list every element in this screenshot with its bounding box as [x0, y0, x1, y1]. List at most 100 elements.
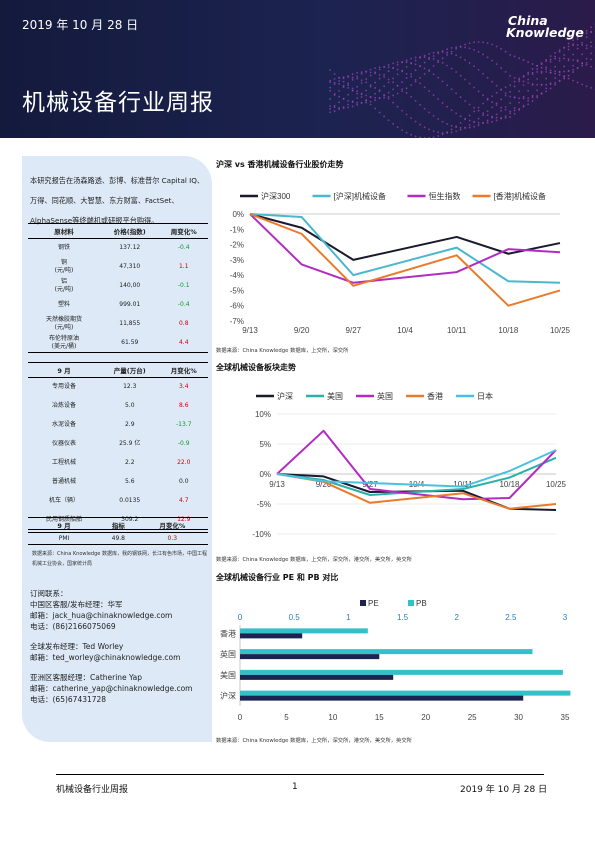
category-label: 美国 — [220, 670, 236, 680]
contact-line: 邮箱：ted_worley@chinaknowledge.com — [30, 653, 181, 662]
x-tick-label: 9/27 — [346, 326, 362, 335]
series-line — [249, 213, 561, 284]
pe-bar — [240, 654, 380, 660]
report-date: 2019 年 10 月 28 日 — [22, 18, 139, 32]
row-change: 22.0 — [177, 459, 191, 466]
row-change: 4.7 — [178, 497, 189, 504]
table-row: 仪器仪表 25.9 亿 -0.9 — [28, 435, 208, 454]
category-label: 沪深 — [220, 691, 236, 701]
top-tick-label: 1.5 — [397, 613, 409, 622]
y-tick-label: -3% — [230, 256, 244, 265]
y-tick-label: 0% — [232, 210, 244, 219]
row-value: 61.59 — [100, 333, 160, 353]
top-tick-label: 2.5 — [505, 613, 517, 622]
y-tick-label: -1% — [230, 225, 244, 234]
top-tick-label: 0.5 — [289, 613, 301, 622]
category-label: 香港 — [220, 628, 236, 638]
contact-line: 电话：(65)67431728 — [30, 695, 107, 704]
legend-label: [香港]机械设备 — [494, 191, 546, 201]
y-tick-label: 5% — [259, 440, 271, 449]
row-name: 工程机械 — [51, 459, 76, 466]
table-header-0: 原材料 — [28, 223, 100, 239]
series-line — [276, 429, 557, 501]
contact-group: 全球发布经理：Ted Worley 邮箱：ted_worley@chinaknow… — [30, 641, 210, 663]
table-row: 铜 (元/吨) 47,310 1.1 — [28, 258, 208, 277]
pb-bar — [240, 649, 533, 655]
bottom-tick-label: 20 — [421, 713, 430, 722]
table-row: 布伦特原油 (美元/桶) 61.59 4.4 — [28, 333, 208, 353]
row-change: 0.3 — [136, 532, 208, 545]
row-value: 49.8 — [100, 532, 137, 545]
y-tick-label: -2% — [230, 241, 244, 250]
contact-line: 邮箱：jack_hua@chinaknowledge.com — [30, 611, 173, 620]
pe-bar — [240, 674, 394, 680]
legend-label: [沪深]机械设备 — [334, 191, 386, 201]
pb-bar — [240, 690, 571, 696]
y-tick-label: -10% — [252, 530, 271, 539]
pe-bar — [240, 695, 524, 701]
x-tick-label: 9/27 — [362, 480, 378, 489]
y-tick-label: -7% — [230, 317, 244, 326]
x-tick-label: 9/20 — [294, 326, 310, 335]
legend-label: 沪深300 — [261, 191, 291, 201]
row-change: 8.6 — [178, 402, 189, 409]
contact-line: 电话：(86)2166075069 — [30, 622, 116, 631]
contact-group: 亚洲区客服经理：Catherine Yap 邮箱：catherine_yap@ch… — [30, 672, 210, 705]
row-name: 仪器仪表 — [51, 440, 76, 447]
row-change: 3.4 — [178, 383, 189, 391]
top-tick-label: 2 — [454, 613, 459, 622]
table-header-0: 9 月 — [28, 517, 100, 533]
chart1-title: 沪深 vs 香港机械设备行业股价走势 — [216, 160, 344, 169]
bottom-tick-label: 0 — [238, 713, 243, 722]
bottom-tick-label: 35 — [561, 713, 570, 722]
top-tick-label: 1 — [346, 613, 351, 622]
row-name: 布伦特原油 (美元/桶) — [28, 333, 100, 353]
x-tick-label: 10/11 — [453, 480, 473, 489]
chart1-source: 数据来源：China Knowledge 数据库，上交所，深交所 — [216, 348, 349, 354]
contact-line: 订阅联系： — [30, 589, 68, 598]
legend-label: 沪深 — [277, 391, 293, 401]
logo-line2: Knowledge — [506, 25, 584, 40]
row-name: 天然橡胶期货 (元/吨) — [45, 316, 82, 331]
row-change: -0.4 — [177, 244, 190, 252]
legend-label: 英国 — [377, 391, 393, 401]
row-change: -0.4 — [177, 301, 190, 308]
legend-label: 美国 — [327, 391, 343, 401]
footer-title: 机械设备行业周报 — [56, 785, 129, 795]
materials-table: 原材料 价格(指数) 周变化% 钢铁 137.12 -0.4 铜 (元/吨) 47,310 1.1… — [28, 223, 208, 353]
header-banner: 2019 年 10 月 28 日 机械设备行业周报 China Knowledg… — [0, 0, 595, 138]
row-name: 铜 (元/吨) — [54, 259, 74, 274]
chart2-source: 数据来源：China Knowledge 数据库，上交所，深交所，港交所，美交所… — [216, 557, 412, 563]
legend-label: 香港 — [427, 391, 443, 401]
table-row: 专用设备 12.3 3.4 — [28, 378, 208, 397]
row-name: 冶炼设备 — [51, 402, 76, 409]
row-name: 铝 (元/吨) — [54, 278, 74, 293]
y-tick-label: 10% — [255, 410, 271, 419]
category-label: 英国 — [220, 649, 236, 659]
legend-swatch — [360, 600, 366, 606]
row-value: 25.9 亿 — [119, 440, 141, 447]
table-row: 天然橡胶期货 (元/吨) 11,855 0.8 — [28, 315, 208, 334]
sidebar-source-note: 数据来源：China Knowledge 数据库，我的钢铁网，长江有色市场，中国… — [32, 551, 207, 567]
table-header-1: 价格(指数) — [100, 223, 160, 239]
row-value: 137.12 — [119, 244, 141, 252]
table-row: 冶炼设备 5.0 8.6 — [28, 397, 208, 416]
contact-group: 订阅联系： 中国区客服/发布经理：华军邮箱：jack_hua@chinaknowl… — [30, 588, 210, 632]
row-value: 11,855 — [119, 320, 141, 327]
table-header-2: 月变化% — [159, 362, 208, 378]
row-value: 2.9 — [124, 421, 135, 428]
row-change: -0.9 — [177, 440, 190, 447]
top-tick-label: 3 — [563, 613, 568, 622]
row-change: -13.7 — [175, 421, 192, 428]
row-value: 2.2 — [124, 459, 135, 466]
bottom-tick-label: 15 — [375, 713, 384, 722]
contact-line: 中国区客服/发布经理：华军 — [30, 600, 123, 609]
x-tick-label: 10/18 — [499, 480, 520, 489]
bottom-tick-label: 25 — [468, 713, 477, 722]
table-header-0: 9 月 — [28, 362, 100, 378]
table-row: 工程机械 2.2 22.0 — [28, 454, 208, 473]
chart3-source: 数据来源：China Knowledge 数据库，上交所，深交所，港交所，美交所… — [216, 738, 412, 744]
y-tick-label: -5% — [257, 500, 271, 509]
pb-bar — [240, 669, 563, 675]
